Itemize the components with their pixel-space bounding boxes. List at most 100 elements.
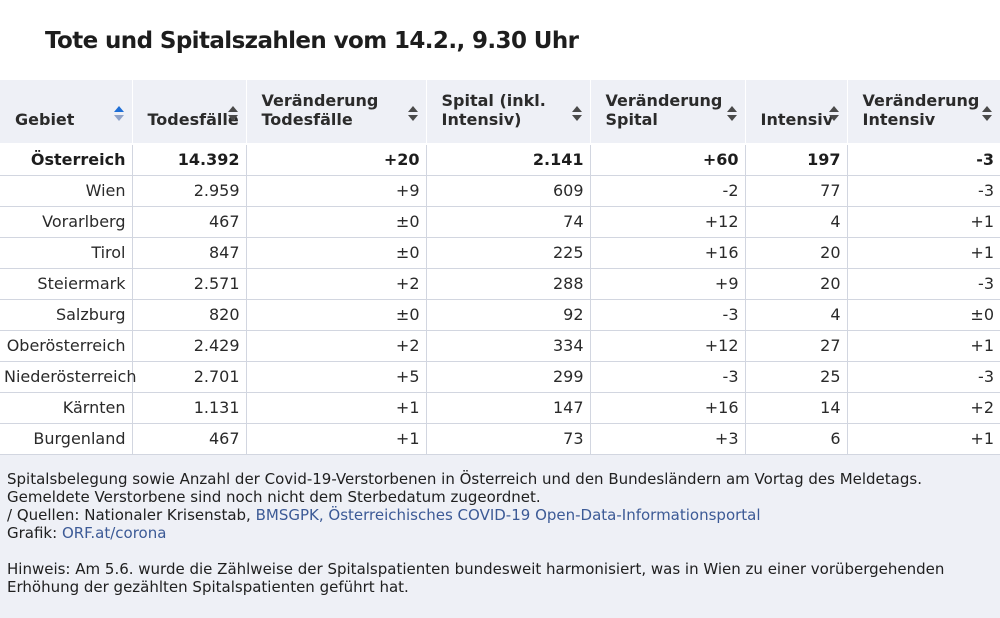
- value-cell: 4: [745, 206, 848, 238]
- value-cell: 467: [132, 206, 247, 238]
- chart-title: Tote und Spitalszahlen vom 14.2., 9.30 U…: [45, 28, 579, 54]
- table-row: Tirol 847 ±0 225 +16 20 +1: [0, 237, 1000, 269]
- sort-icon[interactable]: [227, 106, 238, 122]
- value-cell: +1: [246, 392, 427, 424]
- value-cell: +1: [246, 423, 427, 455]
- table-row: Niederösterreich 2.701 +5 299 -3 25 -3: [0, 361, 1000, 393]
- value-cell: 197: [745, 144, 848, 176]
- region-cell: Steiermark: [0, 268, 133, 300]
- grafik-prefix: Grafik:: [7, 524, 62, 542]
- value-cell: +1: [847, 423, 1000, 455]
- value-cell: -3: [590, 361, 746, 393]
- value-cell: 14: [745, 392, 848, 424]
- value-cell: 25: [745, 361, 848, 393]
- value-cell: 2.429: [132, 330, 247, 362]
- column-header-label: Todesfälle: [147, 110, 239, 129]
- region-cell: Salzburg: [0, 299, 133, 331]
- value-cell: +9: [246, 175, 427, 207]
- value-cell: 77: [745, 175, 848, 207]
- value-cell: 467: [132, 423, 247, 455]
- column-header[interactable]: Todesfälle: [132, 80, 247, 145]
- value-cell: ±0: [246, 237, 427, 269]
- value-cell: +20: [246, 144, 427, 176]
- column-header-label: Veränderung Intensiv: [862, 91, 980, 129]
- sources-link[interactable]: BMSGPK, Österreichisches COVID-19 Open-D…: [255, 506, 761, 524]
- sort-icon[interactable]: [407, 106, 418, 122]
- value-cell: -3: [847, 175, 1000, 207]
- value-cell: 2.571: [132, 268, 247, 300]
- sources-prefix: / Quellen: Nationaler Krisenstab,: [7, 506, 256, 524]
- sort-icon[interactable]: [982, 106, 992, 122]
- value-cell: 1.131: [132, 392, 247, 424]
- value-cell: -2: [590, 175, 746, 207]
- value-cell: 4: [745, 299, 848, 331]
- value-cell: 27: [745, 330, 848, 362]
- sort-icon[interactable]: [571, 106, 582, 122]
- footer-grafik: Grafik: ORF.at/corona: [7, 524, 993, 542]
- value-cell: +60: [590, 144, 746, 176]
- value-cell: 20: [745, 268, 848, 300]
- region-cell: Wien: [0, 175, 133, 207]
- sort-icon[interactable]: [828, 106, 839, 122]
- footer-note: Hinweis: Am 5.6. wurde die Zählweise der…: [7, 560, 945, 596]
- table-row: Vorarlberg 467 ±0 74 +12 4 +1: [0, 206, 1000, 238]
- column-header-label: Gebiet: [15, 110, 75, 129]
- value-cell: +5: [246, 361, 427, 393]
- column-header[interactable]: Gebiet: [0, 80, 133, 145]
- value-cell: ±0: [847, 299, 1000, 331]
- table-row: Kärnten 1.131 +1 147 +16 14 +2: [0, 392, 1000, 424]
- column-header[interactable]: Veränderung Intensiv: [847, 80, 1000, 145]
- column-header[interactable]: Spital (inkl. Intensiv): [426, 80, 591, 145]
- value-cell: ±0: [246, 206, 427, 238]
- value-cell: 2.141: [426, 144, 591, 176]
- data-table: Gebiet Todesfälle Veränderung Todesfälle Sp…: [0, 80, 1000, 455]
- value-cell: 6: [745, 423, 848, 455]
- value-cell: 847: [132, 237, 247, 269]
- value-cell: 225: [426, 237, 591, 269]
- value-cell: +2: [246, 268, 427, 300]
- region-cell: Burgenland: [0, 423, 133, 455]
- sort-icon[interactable]: [726, 106, 737, 122]
- value-cell: +12: [590, 330, 746, 362]
- table-row: Burgenland 467 +1 73 +3 6 +1: [0, 423, 1000, 455]
- value-cell: 20: [745, 237, 848, 269]
- region-cell: Oberösterreich: [0, 330, 133, 362]
- value-cell: +1: [847, 206, 1000, 238]
- table-row: Steiermark 2.571 +2 288 +9 20 -3: [0, 268, 1000, 300]
- value-cell: 288: [426, 268, 591, 300]
- value-cell: +16: [590, 237, 746, 269]
- value-cell: 147: [426, 392, 591, 424]
- column-header[interactable]: Veränderung Todesfälle: [246, 80, 427, 145]
- value-cell: 2.701: [132, 361, 247, 393]
- footer-description: Spitalsbelegung sowie Anzahl der Covid-1…: [7, 470, 922, 506]
- column-header-label: Intensiv: [760, 110, 834, 129]
- value-cell: -3: [847, 361, 1000, 393]
- value-cell: +2: [847, 392, 1000, 424]
- value-cell: 2.959: [132, 175, 247, 207]
- column-header[interactable]: Intensiv: [745, 80, 848, 145]
- value-cell: ±0: [246, 299, 427, 331]
- footer-sources: / Quellen: Nationaler Krisenstab, BMSGPK…: [7, 506, 993, 524]
- table-row: Oberösterreich 2.429 +2 334 +12 27 +1: [0, 330, 1000, 362]
- grafik-link[interactable]: ORF.at/corona: [61, 524, 167, 542]
- value-cell: 299: [426, 361, 591, 393]
- value-cell: -3: [847, 268, 1000, 300]
- value-cell: +1: [847, 237, 1000, 269]
- value-cell: 820: [132, 299, 247, 331]
- region-cell: Niederösterreich: [0, 361, 136, 393]
- value-cell: 74: [426, 206, 591, 238]
- column-header[interactable]: Veränderung Spital: [590, 80, 746, 145]
- value-cell: +12: [590, 206, 746, 238]
- value-cell: +9: [590, 268, 746, 300]
- value-cell: 73: [426, 423, 591, 455]
- value-cell: 14.392: [132, 144, 247, 176]
- column-header-label: Veränderung Spital: [605, 91, 723, 129]
- sort-icon[interactable]: [113, 106, 124, 122]
- chart-footer: Spitalsbelegung sowie Anzahl der Covid-1…: [7, 470, 993, 596]
- column-header-label: Spital (inkl. Intensiv): [441, 91, 546, 129]
- table-body: Österreich 14.392 +20 2.141 +60 197 -3 Wien 2.95…: [0, 144, 1000, 455]
- value-cell: 92: [426, 299, 591, 331]
- region-cell: Tirol: [0, 237, 133, 269]
- table-row: Salzburg 820 ±0 92 -3 4 ±0: [0, 299, 1000, 331]
- value-cell: -3: [590, 299, 746, 331]
